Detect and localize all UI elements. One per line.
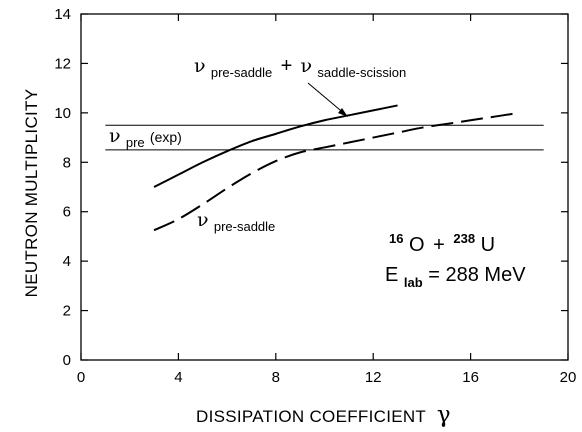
reaction-plus: + — [433, 234, 445, 256]
series-line-pre-saddle — [153, 111, 520, 232]
y-tick-label: 2 — [63, 303, 71, 320]
x-tick-label: 0 — [77, 369, 85, 386]
x-tick-label: 12 — [365, 369, 382, 386]
gamma-symbol: γ — [437, 402, 451, 428]
x-tick-label: 8 — [272, 369, 280, 386]
x-axis-title-text: DISSIPATION COEFFICIENT — [196, 407, 426, 426]
series-line-total — [153, 104, 398, 188]
nu-symbol: ν — [194, 55, 206, 77]
annotation-arrow-line — [307, 82, 347, 116]
energy-value: = 288 MeV — [428, 264, 526, 286]
energy-label: E lab = 288 MeV — [385, 264, 526, 292]
y-axis-title: NEUTRON MULTIPLICITY — [22, 89, 41, 298]
label-nu-pre-saddle: ν pre-saddle — [197, 209, 275, 234]
y-tick-label: 8 — [63, 154, 71, 171]
label-total-multiplicity: ν pre-saddle + ν saddle-scission — [194, 55, 406, 82]
y-tick-label: 6 — [63, 204, 71, 221]
sub-pre-saddle: pre-saddle — [214, 219, 275, 234]
plus-sign: + — [281, 55, 293, 77]
label-nu-pre-exp: ν pre (exp) — [109, 125, 182, 152]
axis-ticks: 0 4 8 12 16 20 0 2 4 6 8 10 12 14 — [54, 6, 576, 386]
mass-number-oxygen: 16 — [389, 231, 403, 246]
element-uranium: U — [481, 234, 495, 256]
experimental-lines — [105, 124, 544, 151]
x-tick-label: 20 — [560, 369, 577, 386]
x-tick-label: 16 — [462, 369, 479, 386]
sub-pre-saddle: pre-saddle — [211, 65, 272, 80]
plot-frame — [80, 13, 569, 361]
y-tick-label: 10 — [54, 105, 71, 122]
element-oxygen: O — [409, 234, 425, 256]
exp-suffix: (exp) — [150, 129, 182, 145]
y-tick-label: 0 — [63, 352, 71, 369]
mass-number-uranium: 238 — [453, 231, 475, 246]
nu-symbol-2: ν — [301, 55, 313, 77]
nu-symbol: ν — [109, 125, 121, 147]
x-tick-label: 4 — [174, 369, 182, 386]
y-tick-label: 12 — [54, 55, 71, 72]
sub-saddle-scission: saddle-scission — [317, 65, 406, 80]
energy-symbol: E — [385, 264, 398, 286]
energy-subscript: lab — [404, 275, 423, 290]
annotation-arrow-head — [338, 108, 348, 117]
y-tick-label: 14 — [54, 6, 71, 23]
sub-pre: pre — [126, 135, 145, 150]
series-group — [153, 104, 520, 232]
y-tick-label: 4 — [63, 253, 71, 270]
reaction-label: 16 O + 238 U — [389, 226, 495, 256]
nu-symbol: ν — [197, 209, 209, 231]
x-axis-title: DISSIPATION COEFFICIENT γ — [196, 402, 451, 428]
